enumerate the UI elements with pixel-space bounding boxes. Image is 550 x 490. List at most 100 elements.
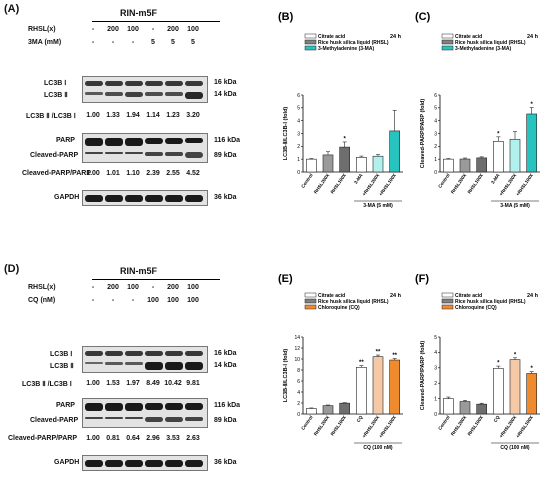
y-tick-label: 2 — [297, 144, 300, 150]
significance-mark: ** — [359, 360, 364, 366]
gapdh-band — [165, 195, 183, 202]
cleaved-parp-label: Cleaved-PARP — [30, 417, 79, 424]
x-tick-label: +RHSL100X — [378, 172, 397, 197]
x-tick-label: RHSL100X — [330, 172, 348, 195]
bar — [339, 402, 350, 415]
cell-line-title: RIN-m5F — [120, 266, 158, 276]
legend-entry: Citrate acid — [318, 293, 345, 299]
treatment-value: 100 — [147, 297, 159, 304]
lc3b-i-kda: 16 kDa — [214, 350, 237, 357]
y-tick-label: 6 — [297, 93, 300, 99]
x-tick-label: CQ — [493, 414, 501, 423]
x-tick-label: Control — [437, 173, 450, 189]
legend-swatch — [441, 39, 454, 45]
bar — [443, 398, 454, 415]
bar — [372, 356, 384, 415]
bar — [322, 405, 334, 415]
treatment-value: - — [151, 284, 155, 291]
parp-band — [85, 403, 103, 411]
x-tick-label: RHSL100X — [467, 172, 485, 195]
parp-band — [85, 138, 103, 146]
lc3b-ii-kda: 14 kDa — [214, 362, 237, 369]
parp-ratio-label: Cleaved-PARP/PARP — [8, 435, 77, 442]
parp-band — [145, 138, 163, 144]
treatment-label-cq: CQ (nM) — [28, 297, 56, 304]
lc3b-ii-band — [145, 362, 163, 370]
x-tick-label: +RHSL100X — [378, 414, 397, 439]
parp-band — [125, 403, 143, 411]
treatment-value: - — [91, 297, 95, 304]
cleaved-parp-band — [125, 417, 143, 419]
bar — [526, 373, 537, 415]
y-tick-label: 8 — [297, 368, 300, 374]
cleaved-parp-band — [145, 152, 163, 156]
time-label: 24 h — [390, 34, 402, 40]
treatment-value: 5 — [191, 39, 195, 46]
gapdh-label: GAPDH — [54, 459, 80, 466]
y-tick-label: 2 — [297, 401, 300, 407]
y-tick-label: 3 — [434, 366, 437, 372]
parp-ratio-value: 1.00 — [86, 435, 100, 442]
lc3b-i-band — [165, 81, 183, 86]
treatment-value: 5 — [151, 39, 155, 46]
lc3b-i-band — [145, 351, 163, 356]
lc3b-ii-band — [85, 92, 103, 95]
lc3b-i-label: LC3B Ⅰ — [50, 351, 73, 358]
x-tick-label: RHSL200X — [450, 172, 468, 195]
legend-swatch — [441, 298, 454, 304]
cleaved-parp-kda: 89 kDa — [214, 152, 237, 159]
treatment-value: 100 — [127, 26, 139, 33]
legend-swatch — [441, 304, 454, 310]
significance-mark: * — [530, 366, 533, 372]
legend-entry: Rice husk silica liquid (RHSL) — [318, 299, 389, 305]
lc3b-ratio-label: LC3B Ⅱ /LC3B Ⅰ — [26, 113, 76, 120]
bar — [493, 141, 504, 173]
group-label: CQ (100 nM) — [363, 445, 393, 451]
bar — [493, 368, 504, 415]
lc3b-ii-label: LC3B Ⅱ — [50, 363, 74, 370]
treatment-value: 200 — [107, 284, 119, 291]
x-tick-label: RHSL100X — [330, 414, 348, 437]
legend-entry: Rice husk silica liquid (RHSL) — [455, 40, 526, 46]
y-tick-label: 5 — [434, 106, 437, 112]
panel-label: (B) — [278, 11, 294, 23]
lc3b-ratio-value: 1.33 — [106, 112, 120, 119]
treatment-value: 100 — [187, 26, 199, 33]
lc3b-i-band — [165, 351, 183, 356]
bar — [509, 359, 521, 415]
lc3b-ratio-value: 1.00 — [86, 112, 100, 119]
lc3b-ratio-value: 1.23 — [166, 112, 180, 119]
parp-kda: 116 kDa — [214, 137, 241, 144]
parp-label: PARP — [56, 137, 75, 144]
gapdh-band — [125, 195, 143, 202]
parp-ratio-value: 2.55 — [166, 170, 180, 177]
lc3b-blot — [82, 76, 208, 103]
legend-entry: Chloroquine (CQ) — [318, 305, 360, 311]
time-label: 24 h — [390, 293, 402, 299]
cleaved-parp-band — [185, 417, 203, 421]
treatment-value: 100 — [187, 284, 199, 291]
bar — [476, 403, 487, 415]
lc3b-ratio-value: 1.14 — [146, 112, 160, 119]
significance-mark: * — [343, 136, 346, 142]
y-tick-label: 0 — [297, 412, 300, 418]
gapdh-kda: 36 kDa — [214, 459, 237, 466]
x-tick-label: 3-MA — [490, 172, 501, 185]
parp-ratio-value: 3.53 — [166, 435, 180, 442]
panel-label: (F) — [415, 273, 429, 285]
cleaved-parp-kda: 89 kDa — [214, 417, 237, 424]
bar — [306, 158, 317, 173]
lc3b-ratio-value: 10.42 — [164, 380, 182, 387]
legend-swatch — [304, 304, 317, 310]
legend-swatch — [304, 292, 317, 298]
cleaved-parp-band — [185, 152, 203, 158]
cleaved-parp-band — [85, 152, 103, 154]
legend-swatch — [441, 45, 454, 51]
lc3b-i-band — [145, 81, 163, 86]
y-tick-label: 1 — [434, 157, 437, 163]
y-tick-label: 5 — [434, 335, 437, 341]
y-tick-label: 5 — [297, 106, 300, 112]
bar — [356, 367, 367, 415]
lc3b-ratio-value: 3.20 — [186, 112, 200, 119]
